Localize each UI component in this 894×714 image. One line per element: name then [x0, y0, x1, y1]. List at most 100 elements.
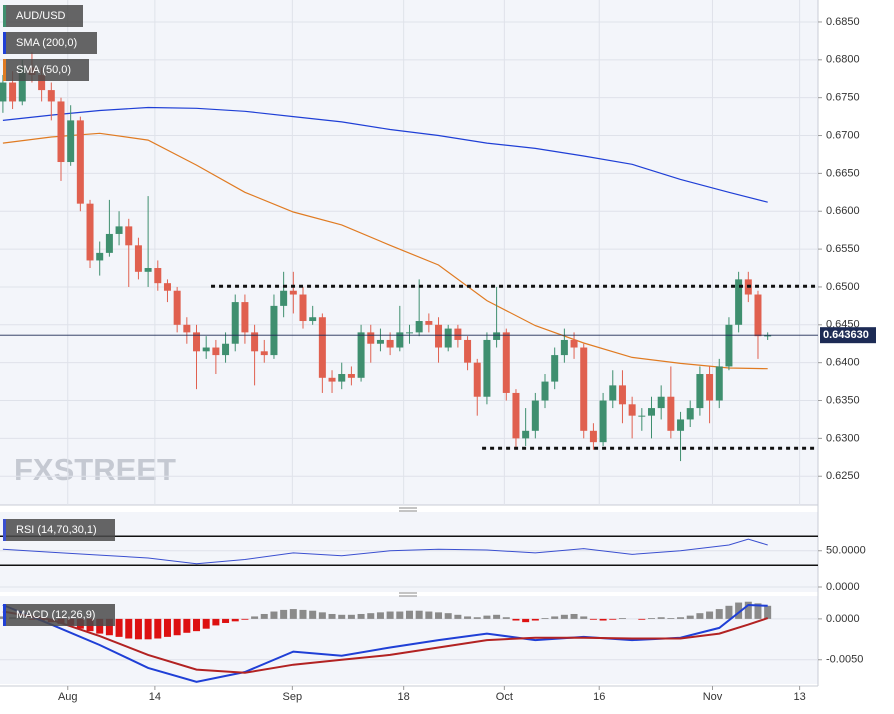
panel-handle[interactable]	[399, 592, 417, 597]
candle-body	[541, 381, 549, 401]
histogram-bar	[115, 618, 123, 637]
x-tick-label: Nov	[703, 691, 723, 703]
legend-box	[3, 519, 115, 541]
histogram-bar	[464, 616, 472, 619]
candle-body	[599, 400, 607, 443]
y-tick-label: 0.6400	[826, 357, 860, 369]
y-tick-label: 0.6650	[826, 167, 860, 179]
y-tick-label: 0.6500	[826, 281, 860, 293]
candle-body	[376, 339, 384, 344]
candle-body	[105, 233, 113, 253]
candle-body	[638, 415, 646, 417]
histogram-bar	[570, 613, 578, 619]
histogram-bar	[454, 614, 462, 619]
y-tick-label: 0.6750	[826, 92, 860, 104]
candle-body	[260, 351, 268, 356]
histogram-bar	[764, 605, 772, 619]
legend-label: MACD (12,26,9)	[16, 609, 95, 621]
histogram-bar	[638, 618, 646, 620]
candle-body	[67, 120, 75, 163]
x-tick-label: 13	[793, 691, 805, 703]
histogram-bar	[609, 618, 617, 620]
histogram-bar	[706, 611, 714, 619]
y-tick-label: 0.6350	[826, 394, 860, 406]
y-tick-label: 0.6250	[826, 470, 860, 482]
histogram-bar	[551, 616, 559, 619]
candle-body	[396, 332, 404, 348]
line	[2, 132, 768, 370]
y-tick-label: -0.0050	[826, 654, 863, 666]
histogram-bar	[154, 618, 162, 639]
histogram-bar	[444, 613, 452, 619]
histogram-bar	[589, 618, 597, 620]
candle-body	[251, 332, 259, 352]
candle-body	[551, 355, 559, 382]
histogram-bar	[212, 618, 220, 626]
candle-body	[193, 332, 201, 352]
histogram-bar	[735, 602, 743, 619]
candle-body	[183, 324, 191, 333]
candle-body	[415, 321, 423, 333]
x-tick-label: 18	[398, 691, 410, 703]
candle-body	[154, 268, 162, 284]
histogram-bar	[318, 612, 326, 619]
legend-label: SMA (200,0)	[16, 37, 77, 49]
histogram-bar	[134, 618, 142, 640]
candle-body	[473, 362, 481, 397]
y-tick-label: 0.6550	[826, 243, 860, 255]
candle-body	[76, 120, 84, 204]
candle-body	[144, 268, 152, 272]
candle-body	[299, 294, 307, 322]
legend-box	[3, 59, 89, 81]
y-tick-label: 0.6600	[826, 205, 860, 217]
histogram-bar	[163, 618, 171, 637]
y-tick-label: 0.6850	[826, 16, 860, 28]
histogram-bar	[193, 618, 201, 632]
candle-body	[696, 374, 704, 409]
candle-body	[96, 252, 104, 261]
legend-label: SMA (50,0)	[16, 64, 71, 76]
x-tick-label: Sep	[283, 691, 303, 703]
candle-body	[589, 430, 597, 443]
x-tick-label: Oct	[496, 691, 513, 703]
histogram-bar	[715, 609, 723, 619]
panel-handle[interactable]	[399, 507, 417, 512]
line	[2, 538, 768, 565]
candle-body	[444, 328, 452, 348]
macd-panel	[0, 596, 818, 684]
candle-body	[483, 339, 491, 397]
x-tick-label: 16	[593, 691, 605, 703]
candle-body	[464, 339, 472, 363]
histogram-bar	[222, 618, 230, 623]
y-tick-label: 0.0000	[826, 581, 860, 593]
histogram-bar	[328, 613, 336, 619]
histogram-bar	[309, 610, 317, 619]
candle-body	[502, 332, 510, 393]
histogram-bar	[522, 618, 530, 623]
rsi-panel	[0, 512, 818, 592]
histogram-bar	[338, 614, 346, 619]
candle-body	[609, 385, 617, 401]
legend-label: AUD/USD	[16, 10, 66, 22]
candle-body	[580, 347, 588, 431]
histogram-bar	[270, 611, 278, 619]
histogram-bar	[725, 605, 733, 619]
histogram-bar	[347, 614, 355, 619]
candle-body	[212, 347, 220, 356]
legend-box	[3, 604, 115, 626]
histogram-bar	[657, 617, 665, 619]
histogram-bar	[260, 613, 268, 619]
histogram-bar	[367, 613, 375, 619]
candle-body	[677, 419, 685, 431]
last-price-label: 0.643630	[823, 329, 869, 341]
histogram-bar	[531, 618, 539, 621]
candle-body	[454, 328, 462, 340]
candle-body	[647, 408, 655, 416]
histogram-bar	[415, 610, 423, 619]
histogram-bar	[231, 618, 239, 622]
candle-body	[618, 385, 626, 405]
histogram-bar	[251, 616, 259, 619]
watermark: FXSTREET	[14, 452, 176, 487]
histogram-bar	[647, 618, 655, 619]
line	[2, 106, 768, 203]
